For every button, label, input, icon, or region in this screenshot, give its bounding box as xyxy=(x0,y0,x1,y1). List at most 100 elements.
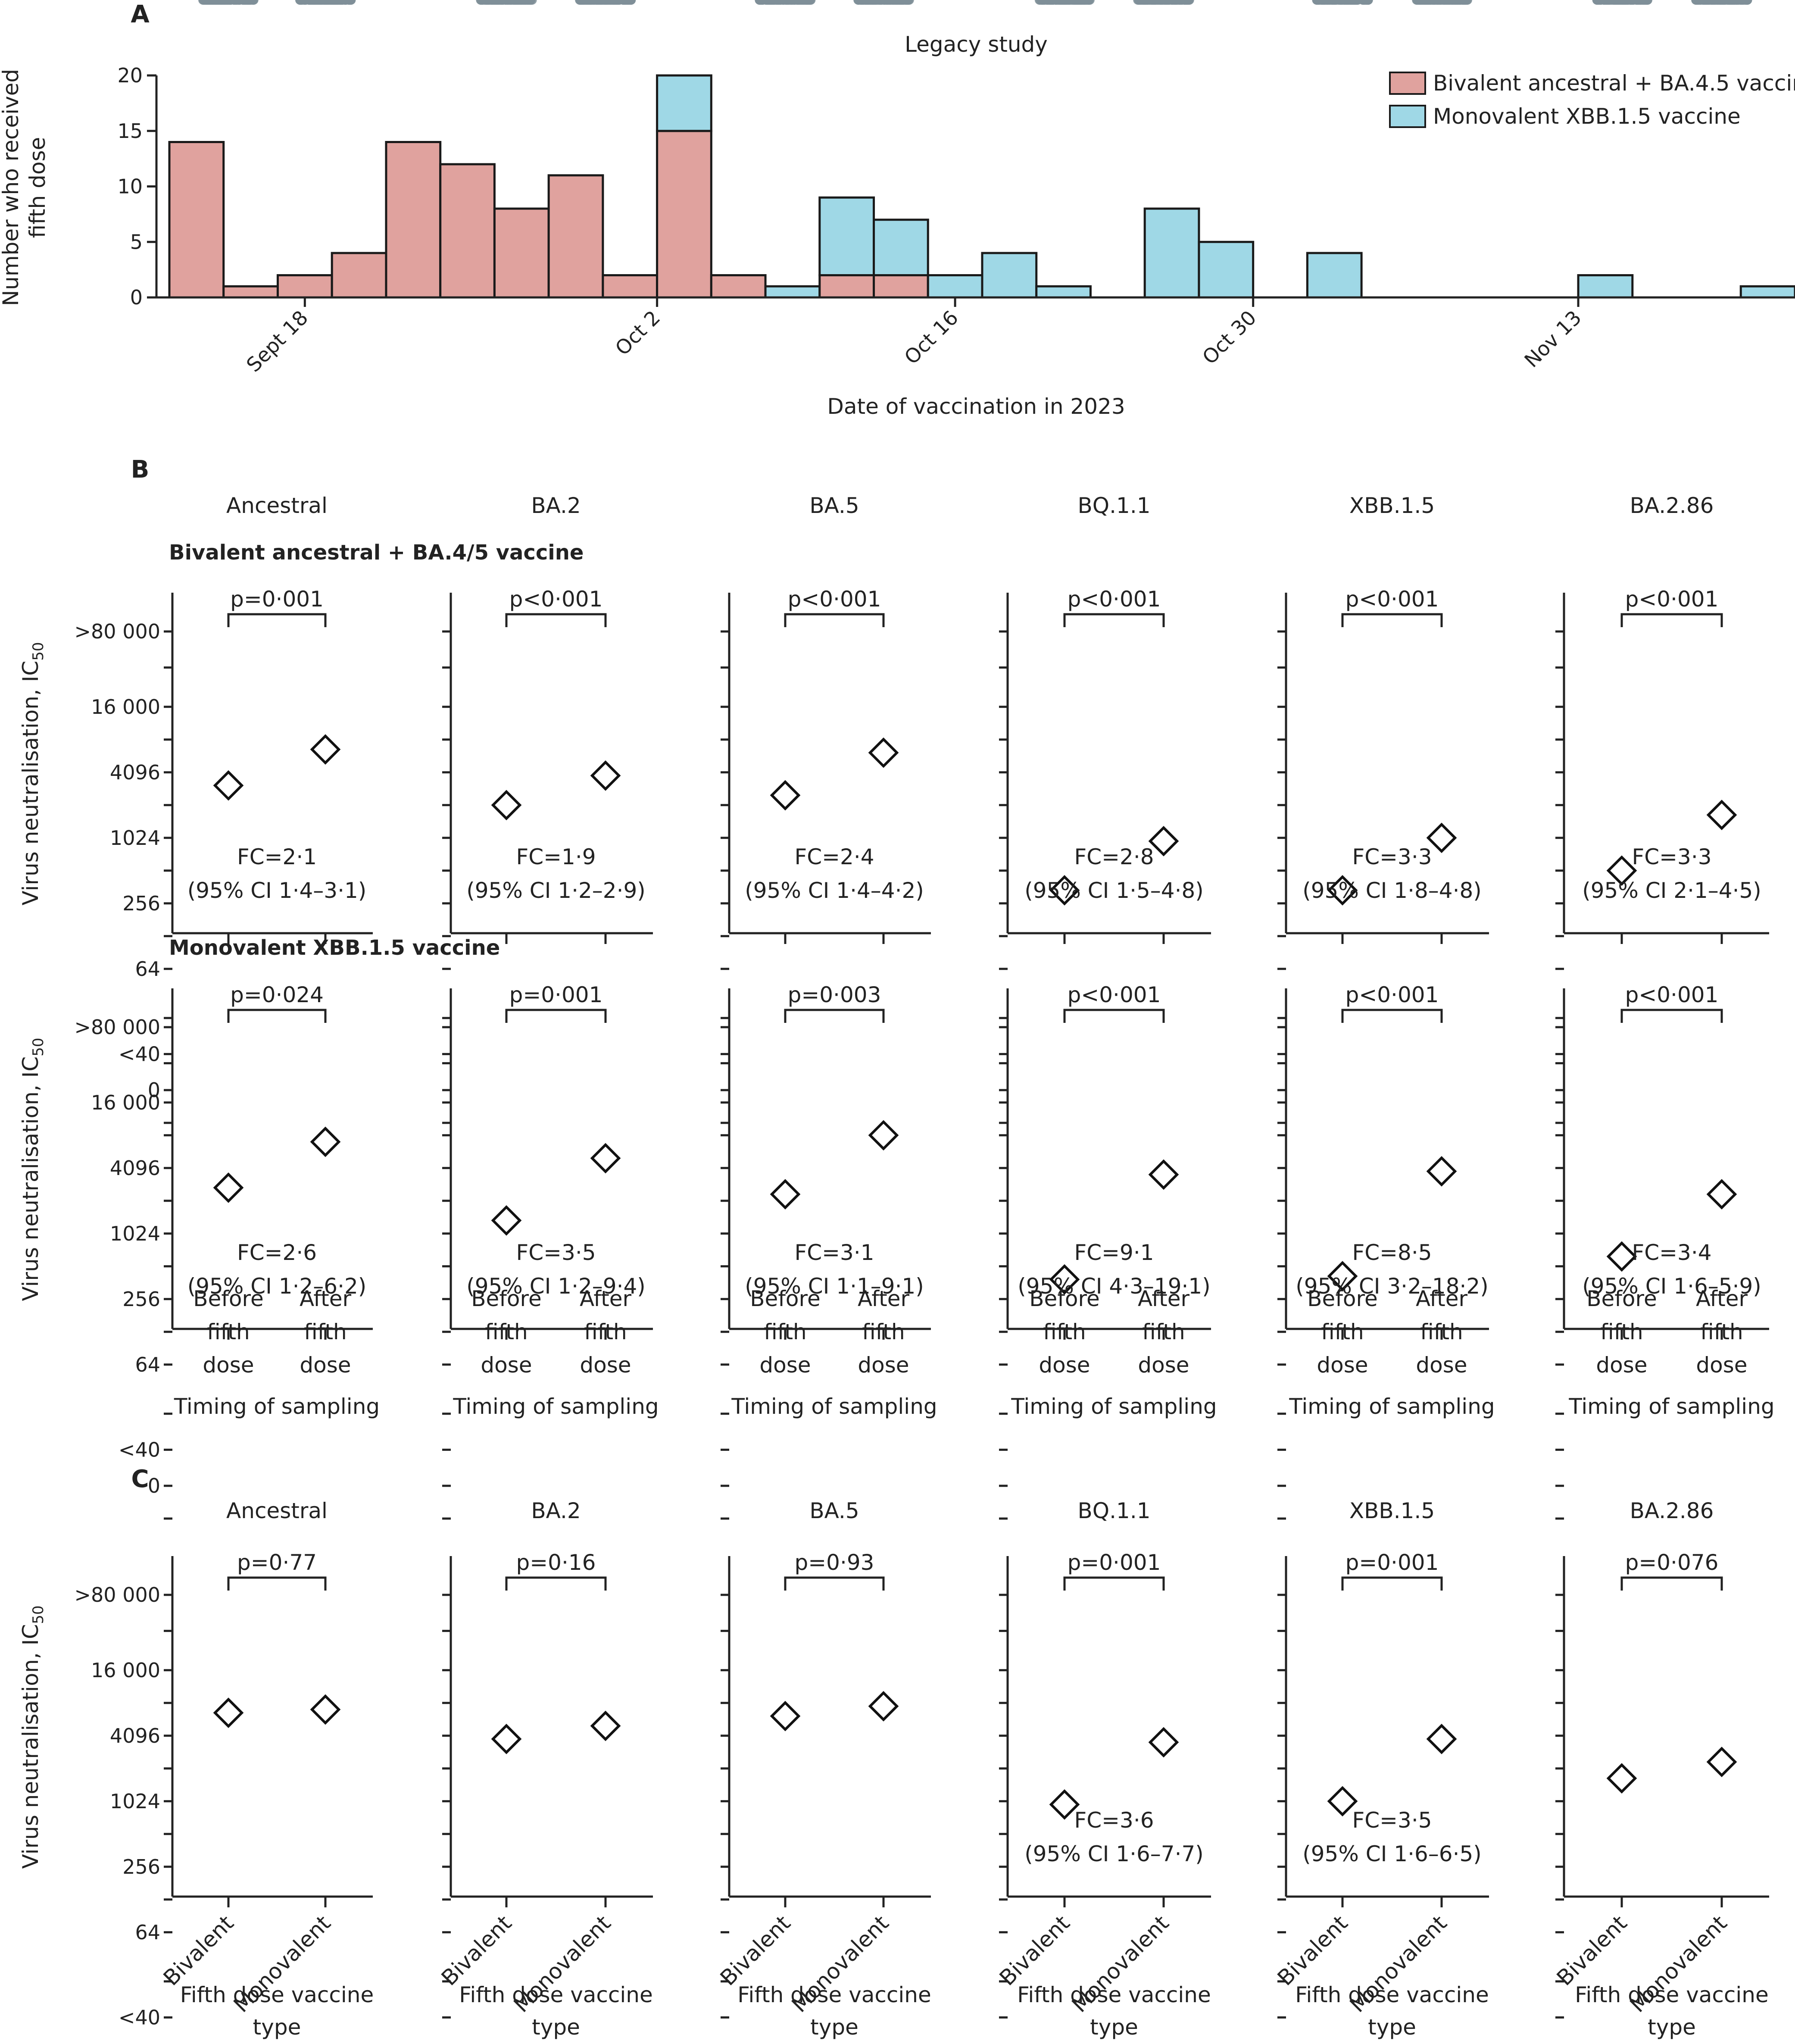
group2-point xyxy=(618,0,628,5)
bar-monovalent xyxy=(656,74,712,132)
virus-title: Ancestral xyxy=(226,493,328,518)
x-axis-label: Timing of sampling xyxy=(174,1394,380,1419)
y-axis-label: Virus neutralisation, IC50 xyxy=(18,1605,47,1869)
y-tick-label: 0 xyxy=(148,1474,160,1497)
group1-gmt-marker xyxy=(213,1697,244,1728)
y-tick-label: 64 xyxy=(135,1353,160,1376)
x-group-label: fifth xyxy=(764,1319,807,1344)
fold-change: FC=2·6 xyxy=(237,1240,317,1265)
x-group-label: Before xyxy=(1307,1286,1377,1311)
group1-point xyxy=(1594,0,1604,5)
group1-point xyxy=(1351,0,1361,5)
group1-point xyxy=(512,0,522,5)
y-tick-label: <40 xyxy=(119,1042,160,1066)
group1-gmt-marker xyxy=(1606,855,1637,886)
x-axis-label: type xyxy=(1090,2015,1138,2040)
y-axis-label-line: Number who received xyxy=(0,69,23,306)
fold-change: FC=3·3 xyxy=(1632,844,1711,869)
group2-point xyxy=(609,0,618,5)
p-value: p=0·001 xyxy=(230,587,324,612)
x-axis-label: type xyxy=(532,2015,580,2040)
p-value: p=0·003 xyxy=(788,982,881,1007)
x-group-label: fifth xyxy=(1420,1319,1463,1344)
p-bracket xyxy=(1620,1576,1723,1591)
y-tick-label: 0 xyxy=(130,286,143,309)
group1-point xyxy=(248,0,258,5)
row-title: Monovalent XBB.1.5 vaccine xyxy=(169,936,500,960)
group2-gmt-marker xyxy=(590,1143,621,1174)
y-axis-label-main: Virus neutralisation, IC xyxy=(18,1056,43,1301)
x-group-label: dose xyxy=(1696,1353,1747,1378)
y-tick-label: 1024 xyxy=(110,1222,160,1245)
group2-point xyxy=(1183,0,1193,5)
bar-bivalent xyxy=(547,174,604,299)
p-bracket xyxy=(1620,613,1723,627)
y-tick-label: >80 000 xyxy=(75,620,161,643)
group2-point xyxy=(1699,0,1709,5)
group2-gmt-marker xyxy=(1426,1724,1457,1754)
bar-bivalent xyxy=(710,274,767,299)
fold-change: FC=2·8 xyxy=(1074,844,1154,869)
confidence-interval: (95% CI 1·8–4·8) xyxy=(1302,878,1482,903)
x-group-label: dose xyxy=(203,1353,254,1378)
y-tick-label: 0 xyxy=(148,2042,160,2044)
x-tick-label: Oct 16 xyxy=(900,306,963,369)
bar-monovalent xyxy=(1577,274,1634,299)
virus-title: XBB.1.5 xyxy=(1349,1498,1435,1523)
p-value: p<0·001 xyxy=(1625,982,1719,1007)
group1-point xyxy=(500,0,510,5)
group1-point xyxy=(209,0,219,5)
x-axis-label: Fifth dose vaccine xyxy=(180,1982,374,2007)
p-value: p<0·001 xyxy=(788,587,881,612)
fold-change: FC=3·5 xyxy=(1352,1808,1432,1833)
confidence-interval: (95% CI 3·2–18·2) xyxy=(1296,1274,1488,1299)
confidence-interval: (95% CI 1·2–6·2) xyxy=(187,1274,367,1299)
bar-bivalent xyxy=(818,274,875,299)
bar-bivalent xyxy=(168,141,225,299)
group1-gmt-marker xyxy=(1606,1241,1637,1272)
p-bracket xyxy=(505,613,607,627)
x-group-label: Bivalent xyxy=(715,1910,796,1991)
group1-point xyxy=(1070,0,1080,5)
confidence-interval: (95% CI 1·2–9·4) xyxy=(466,1274,646,1299)
bar-monovalent xyxy=(981,252,1038,299)
y-tick-label: 64 xyxy=(135,957,160,981)
y-tick-label: 256 xyxy=(122,1855,160,1878)
bar-monovalent xyxy=(1143,207,1200,299)
x-group-label: fifth xyxy=(862,1319,905,1344)
x-axis-label: type xyxy=(1648,2015,1696,2040)
p-value: p=0·024 xyxy=(230,982,324,1007)
x-group-label: Before xyxy=(1029,1286,1099,1311)
bar-bivalent xyxy=(385,141,442,299)
group2-point xyxy=(1138,0,1148,5)
x-group-label: Bivalent xyxy=(1552,1910,1632,1991)
bar-monovalent xyxy=(764,285,821,299)
x-group-label: dose xyxy=(1039,1353,1090,1378)
x-group-label: fifth xyxy=(207,1319,250,1344)
x-tick-label: Oct 30 xyxy=(1198,306,1261,369)
x-axis-label: type xyxy=(1368,2015,1416,2040)
x-group-label: Bivalent xyxy=(159,1910,239,1991)
group2-point xyxy=(1729,0,1739,5)
y-axis-label-line: fifth dose xyxy=(25,137,50,238)
confidence-interval: (95% CI 1·6–7·7) xyxy=(1024,1841,1204,1866)
bar-monovalent xyxy=(927,274,983,299)
x-group-label: Bivalent xyxy=(1273,1910,1353,1991)
x-tick-label: Sept 18 xyxy=(242,306,312,377)
y-tick-label: 5 xyxy=(130,230,143,253)
legend-swatch xyxy=(1389,105,1426,128)
chart-title: Legacy study xyxy=(905,32,1048,57)
group2-point xyxy=(866,0,876,5)
group1-point xyxy=(240,0,250,5)
y-tick-label: 20 xyxy=(117,64,143,87)
group1-point xyxy=(1319,0,1329,5)
x-group-label: dose xyxy=(1138,1353,1189,1378)
y-tick-label: <40 xyxy=(119,2006,160,2029)
x-tick-label: Oct 2 xyxy=(611,306,665,360)
bar-monovalent xyxy=(1198,241,1255,299)
panel-letter: B xyxy=(131,456,150,484)
group2-point xyxy=(1737,0,1747,5)
x-group-label: fifth xyxy=(1700,1319,1743,1344)
panel-c: C Ancestral BA.2 BA.5 BQ.1.1 XBB.1.5 BA.2.86 >8… xyxy=(18,0,1769,2044)
p-bracket xyxy=(227,1576,327,1591)
